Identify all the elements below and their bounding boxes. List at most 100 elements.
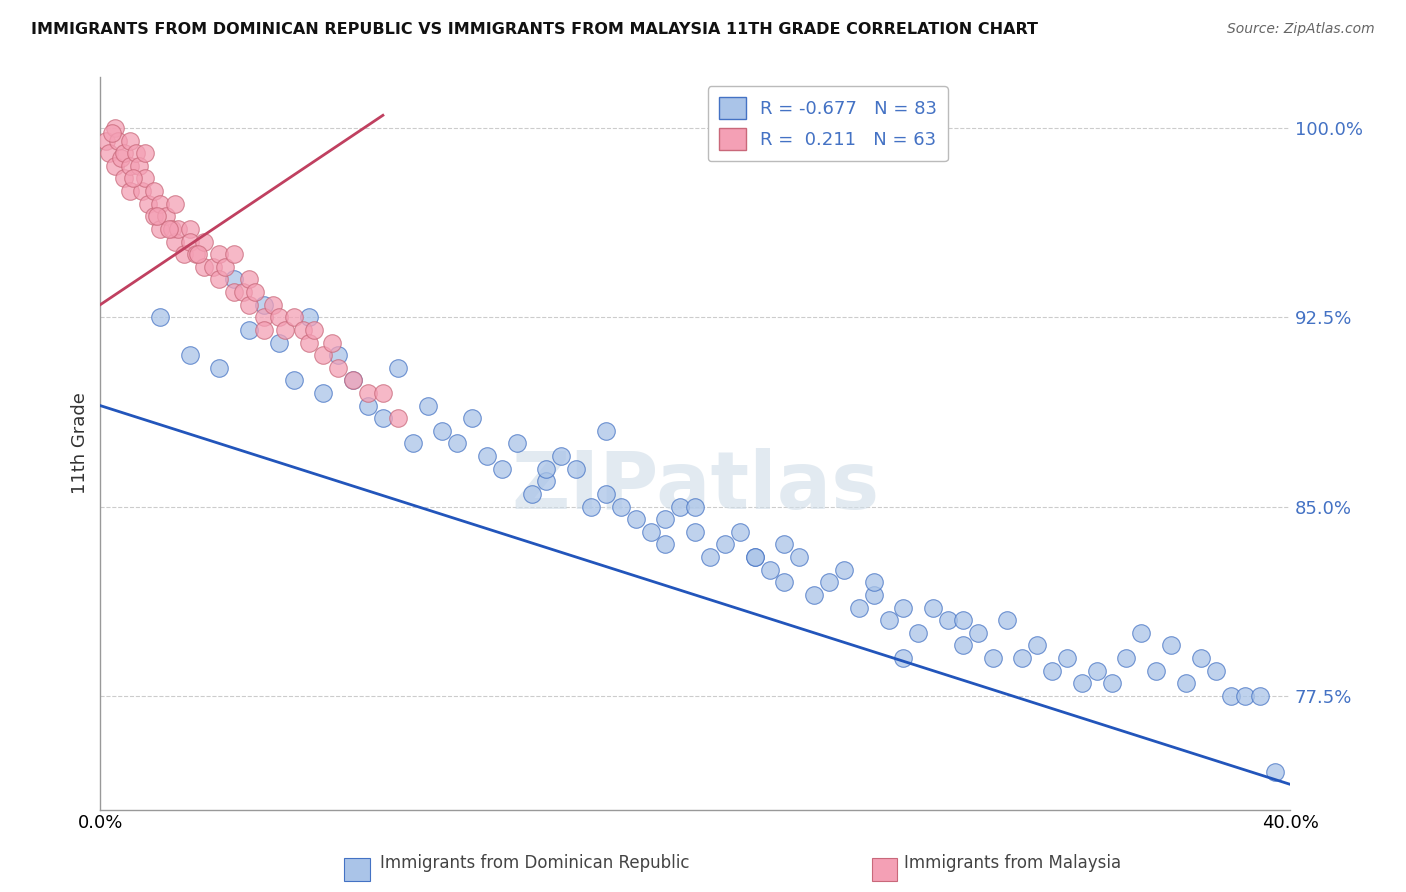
Point <box>832 563 855 577</box>
Point <box>536 475 558 489</box>
Point <box>387 360 409 375</box>
Text: Immigrants from Malaysia: Immigrants from Malaysia <box>904 855 1121 872</box>
Point <box>262 298 284 312</box>
Point <box>297 335 319 350</box>
Point <box>96 134 118 148</box>
Text: Source: ZipAtlas.com: Source: ZipAtlas.com <box>1227 22 1375 37</box>
Point <box>624 512 647 526</box>
Y-axis label: 11th Grade: 11th Grade <box>72 392 89 494</box>
Point <box>893 600 915 615</box>
Point <box>110 151 132 165</box>
Point <box>267 310 290 325</box>
Point <box>787 550 810 565</box>
Point <box>1040 664 1063 678</box>
Point <box>224 285 246 299</box>
Point <box>304 323 326 337</box>
Point <box>744 550 766 565</box>
Point <box>155 209 177 223</box>
Point <box>520 487 543 501</box>
Point <box>112 146 135 161</box>
Point <box>981 651 1004 665</box>
Point <box>1264 764 1286 779</box>
Point <box>728 524 751 539</box>
Point <box>595 487 617 501</box>
Point <box>536 461 558 475</box>
Point <box>461 411 484 425</box>
Point <box>1144 664 1167 678</box>
Point <box>1160 639 1182 653</box>
Point <box>1026 639 1049 653</box>
Point <box>952 639 974 653</box>
Point <box>371 411 394 425</box>
Point <box>224 272 246 286</box>
Point <box>1249 689 1271 703</box>
Point <box>184 247 207 261</box>
Point <box>1189 651 1212 665</box>
Point <box>253 310 276 325</box>
Point <box>565 461 588 475</box>
Point <box>342 373 364 387</box>
Point <box>1219 689 1241 703</box>
Point <box>1070 676 1092 690</box>
Point <box>120 159 142 173</box>
Point <box>1234 689 1257 703</box>
Text: Immigrants from Dominican Republic: Immigrants from Dominican Republic <box>380 855 689 872</box>
Point <box>163 196 186 211</box>
Point <box>744 550 766 565</box>
Point <box>243 285 266 299</box>
Point <box>267 335 290 350</box>
Point <box>107 134 129 148</box>
Point <box>142 184 165 198</box>
Point <box>131 184 153 198</box>
Point <box>1130 625 1153 640</box>
Point <box>321 335 343 350</box>
Point <box>475 449 498 463</box>
Point <box>283 373 305 387</box>
Point <box>773 537 796 551</box>
Point <box>342 373 364 387</box>
Point <box>328 360 350 375</box>
Point <box>166 222 188 236</box>
Point <box>202 260 225 274</box>
Point <box>818 575 841 590</box>
Point <box>758 563 780 577</box>
Point <box>142 209 165 223</box>
Point <box>120 184 142 198</box>
Point <box>274 323 297 337</box>
Point <box>98 146 121 161</box>
Point <box>120 134 142 148</box>
Point <box>238 298 260 312</box>
Point <box>160 222 183 236</box>
Point <box>640 524 662 539</box>
Point <box>893 651 915 665</box>
Point <box>238 272 260 286</box>
Point <box>446 436 468 450</box>
Point <box>1101 676 1123 690</box>
Point <box>214 260 236 274</box>
Point <box>122 171 145 186</box>
Text: IMMIGRANTS FROM DOMINICAN REPUBLIC VS IMMIGRANTS FROM MALAYSIA 11TH GRADE CORREL: IMMIGRANTS FROM DOMINICAN REPUBLIC VS IM… <box>31 22 1038 37</box>
Point <box>848 600 870 615</box>
Point <box>1056 651 1078 665</box>
Point <box>136 196 159 211</box>
Point <box>328 348 350 362</box>
Point <box>224 247 246 261</box>
Point <box>208 247 231 261</box>
Point <box>401 436 423 450</box>
Point <box>550 449 572 463</box>
Point <box>179 222 201 236</box>
Point <box>773 575 796 590</box>
Point <box>125 146 148 161</box>
Point <box>966 625 988 640</box>
Point <box>595 424 617 438</box>
Point <box>1174 676 1197 690</box>
Point <box>149 310 172 325</box>
Point <box>654 512 676 526</box>
Point <box>654 537 676 551</box>
Point <box>491 461 513 475</box>
Point <box>179 235 201 249</box>
Point <box>997 613 1019 627</box>
Point <box>291 323 314 337</box>
Point <box>1115 651 1137 665</box>
Point <box>179 348 201 362</box>
